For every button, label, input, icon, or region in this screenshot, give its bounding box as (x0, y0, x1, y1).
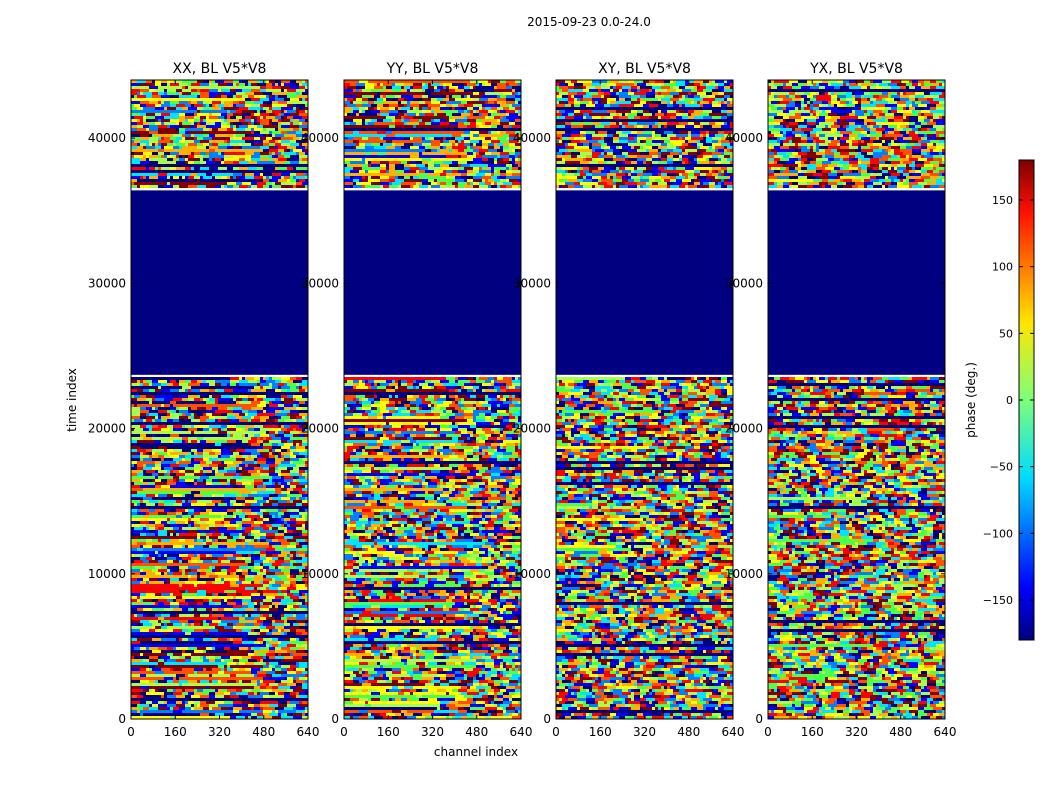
panel-3: XY, BL V5*V8 0 160 320 480 640 0 10000 20000 3000… (513, 61, 745, 739)
x-tick-label: 320 (845, 725, 868, 739)
panel-2: YY, BL V5*V8 0 160 320 480 640 0 10000 20000 3000… (301, 61, 533, 759)
panel-title: XX, BL V5*V8 (173, 61, 267, 77)
colorbar-tick-label: −100 (983, 527, 1013, 540)
colorbar-tick-label: −150 (983, 594, 1013, 607)
y-tick-label: 20000 (88, 422, 126, 436)
y-tick-label: 30000 (301, 276, 339, 290)
y-tick-label: 40000 (301, 131, 339, 145)
y-tick-label: 30000 (513, 276, 551, 290)
y-tick-label: 40000 (725, 131, 763, 145)
y-tick-label: 40000 (88, 131, 126, 145)
y-tick-label: 30000 (88, 276, 126, 290)
heatmap-image (131, 80, 308, 719)
colorbar-tick-label: 0 (1006, 394, 1013, 407)
x-tick-label: 0 (127, 725, 135, 739)
x-tick-label: 160 (377, 725, 400, 739)
panel-title: YY, BL V5*V8 (386, 61, 479, 77)
y-tick-label: 30000 (725, 276, 763, 290)
x-tick-label: 0 (764, 725, 772, 739)
x-tick-label: 640 (297, 725, 320, 739)
y-tick-label: 20000 (513, 422, 551, 436)
x-tick-label: 640 (934, 725, 957, 739)
y-tick-label: 0 (755, 712, 763, 726)
colorbar-tick-label: 50 (999, 327, 1013, 340)
x-tick-label: 640 (722, 725, 745, 739)
heatmap-image (556, 80, 733, 719)
y-tick-label: 20000 (301, 422, 339, 436)
panel-1: XX, BL V5*V8 0 160 320 480 640 0 10000 20000 3000… (65, 61, 319, 739)
heatmap-image (344, 80, 521, 719)
colorbar-tick-label: 150 (992, 194, 1013, 207)
flagged-band (344, 190, 521, 375)
x-tick-label: 480 (252, 725, 275, 739)
panel-4: YX, BL V5*V8 0 160 320 480 640 0 10000 20000 3000… (725, 61, 957, 739)
y-tick-label: 10000 (725, 567, 763, 581)
y-tick-label: 40000 (513, 131, 551, 145)
heatmap-image (768, 80, 945, 719)
colorbar-tick-label: 100 (992, 261, 1013, 274)
x-tick-label: 320 (633, 725, 656, 739)
x-tick-label: 480 (677, 725, 700, 739)
x-tick-label: 0 (340, 725, 348, 739)
colorbar: phase (deg.) 150 100 50 0 −50 −100 −150 (964, 159, 1035, 641)
x-tick-label: 320 (208, 725, 231, 739)
x-tick-label: 160 (801, 725, 824, 739)
y-tick-label: 10000 (301, 567, 339, 581)
y-tick-label: 0 (118, 712, 126, 726)
flagged-band (768, 190, 945, 375)
panel-title: XY, BL V5*V8 (598, 61, 691, 77)
x-tick-label: 160 (164, 725, 187, 739)
y-tick-label: 20000 (725, 422, 763, 436)
x-tick-label: 160 (589, 725, 612, 739)
heatmap-panels: XX, BL V5*V8 0 160 320 480 640 0 10000 20000 3000… (65, 61, 956, 759)
panel-title: YX, BL V5*V8 (809, 61, 903, 77)
y-axis-label: time index (65, 368, 79, 432)
y-tick-label: 0 (331, 712, 339, 726)
figure-suptitle: 2015-09-23 0.0-24.0 (527, 15, 651, 29)
x-tick-label: 480 (889, 725, 912, 739)
x-tick-label: 480 (465, 725, 488, 739)
colorbar-label: phase (deg.) (964, 362, 978, 438)
flagged-band (556, 190, 733, 375)
x-axis-label: channel index (434, 745, 518, 759)
y-tick-label: 10000 (88, 567, 126, 581)
y-tick-label: 10000 (513, 567, 551, 581)
x-tick-label: 0 (552, 725, 560, 739)
x-tick-label: 320 (421, 725, 444, 739)
y-tick-label: 0 (543, 712, 551, 726)
flagged-band (131, 190, 308, 375)
x-tick-label: 640 (510, 725, 533, 739)
colorbar-tick-label: −50 (990, 461, 1013, 474)
